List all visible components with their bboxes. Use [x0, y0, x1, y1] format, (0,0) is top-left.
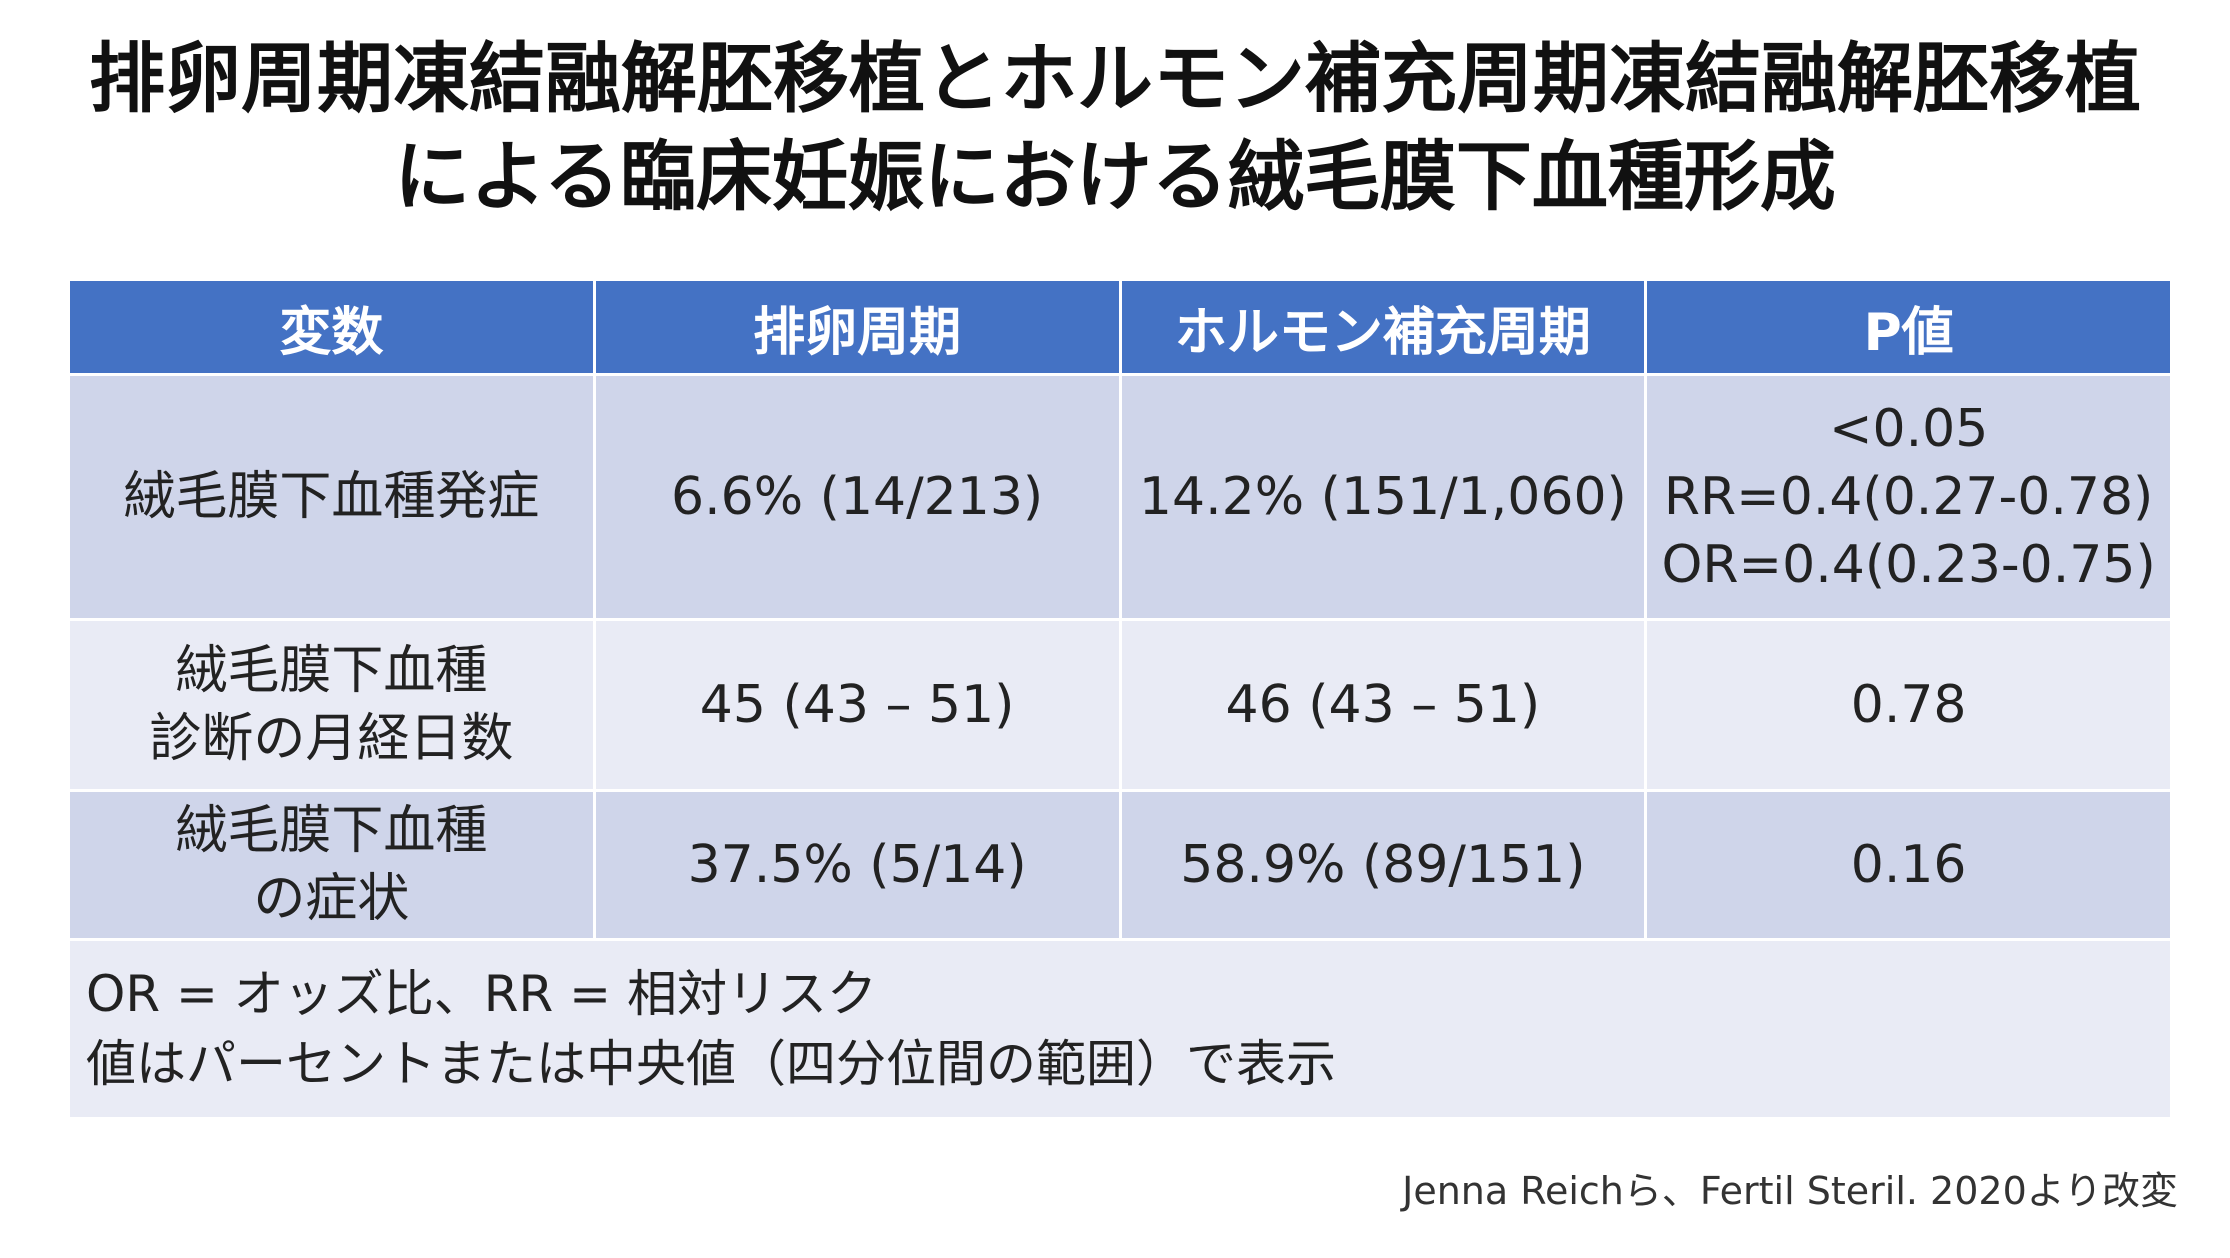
- comparison-table: 変数 排卵周期 ホルモン補充周期 P値 絨毛膜下血種発症 6.6% (14/21…: [67, 278, 2173, 1120]
- cell-ovulatory: 45 (43 – 51): [595, 621, 1119, 789]
- header-row: 変数 排卵周期 ホルモン補充周期 P値: [70, 281, 2170, 373]
- header-p-value: P値: [1647, 281, 2170, 373]
- cell-p-line: 0.78: [1850, 675, 1967, 735]
- table-row: 絨毛膜下血種 の症状 37.5% (5/14) 58.9% (89/151) 0…: [70, 792, 2170, 938]
- cell-p-value: <0.05 RR=0.4(0.27-0.78) OR=0.4(0.23-0.75…: [1647, 376, 2170, 618]
- page-title: 排卵周期凍結融解胚移植とホルモン補充周期凍結融解胚移植 による臨床妊娠における絨…: [0, 30, 2230, 226]
- cell-p-line: <0.05: [1828, 399, 1989, 459]
- cell-ovulatory: 37.5% (5/14): [595, 792, 1119, 938]
- cell-variable: 絨毛膜下血種 診断の月経日数: [70, 621, 593, 789]
- table-row: 絨毛膜下血種発症 6.6% (14/213) 14.2% (151/1,060)…: [70, 376, 2170, 618]
- cell-variable-line: 絨毛膜下血種: [175, 641, 488, 701]
- cell-variable-line: 絨毛膜下血種発症: [123, 467, 540, 527]
- header-hrt-cycle: ホルモン補充周期: [1121, 281, 1645, 373]
- cell-hrt: 58.9% (89/151): [1121, 792, 1645, 938]
- header-variable: 変数: [70, 281, 593, 373]
- cell-p-line: 0.16: [1850, 835, 1967, 895]
- cell-p-value: 0.78: [1647, 621, 2170, 789]
- table-row: 絨毛膜下血種 診断の月経日数 45 (43 – 51) 46 (43 – 51)…: [70, 621, 2170, 789]
- title-line-2: による臨床妊娠における絨毛膜下血種形成: [394, 132, 1836, 221]
- note-abbreviations: OR = オッズ比、RR = 相対リスク: [86, 965, 877, 1023]
- cell-variable-line: 診断の月経日数: [149, 709, 514, 769]
- cell-hrt: 14.2% (151/1,060): [1121, 376, 1645, 618]
- cell-variable-line: 絨毛膜下血種: [175, 801, 488, 861]
- title-line-1: 排卵周期凍結融解胚移植とホルモン補充周期凍結融解胚移植: [89, 34, 2141, 123]
- cell-hrt: 46 (43 – 51): [1121, 621, 1645, 789]
- cell-ovulatory: 6.6% (14/213): [595, 376, 1119, 618]
- cell-p-value: 0.16: [1647, 792, 2170, 938]
- cell-p-line: OR=0.4(0.23-0.75): [1661, 535, 2156, 595]
- cell-p-line: RR=0.4(0.27-0.78): [1663, 467, 2154, 527]
- table-notes: OR = オッズ比、RR = 相対リスク 値はパーセントまたは中央値（四分位間の…: [70, 941, 2170, 1117]
- cell-variable-line: の症状: [253, 869, 410, 929]
- note-value-format: 値はパーセントまたは中央値（四分位間の範囲）で表示: [86, 1035, 1336, 1093]
- table-notes-row: OR = オッズ比、RR = 相対リスク 値はパーセントまたは中央値（四分位間の…: [70, 941, 2170, 1117]
- cell-variable: 絨毛膜下血種発症: [70, 376, 593, 618]
- cell-variable: 絨毛膜下血種 の症状: [70, 792, 593, 938]
- source-citation: Jenna Reichら、Fertil Steril. 2020より改変: [1402, 1169, 2178, 1213]
- header-ovulatory-cycle: 排卵周期: [595, 281, 1119, 373]
